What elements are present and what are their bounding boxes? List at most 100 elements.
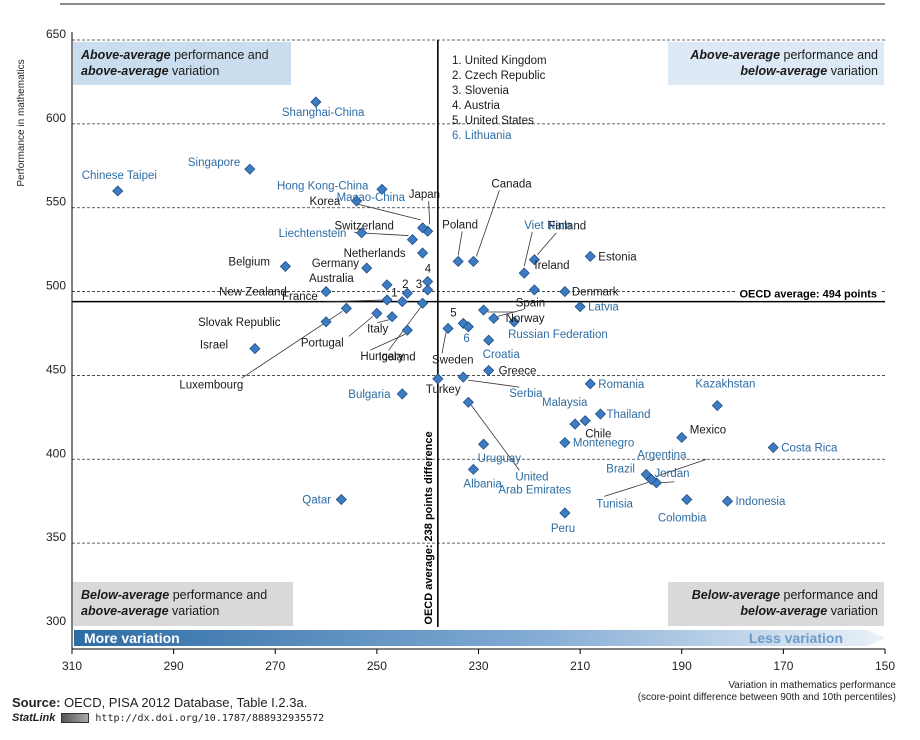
point-marker [595, 409, 605, 419]
oecd-average-hlabel: OECD average: 494 points [739, 289, 877, 301]
point-label: Latvia [588, 302, 619, 314]
point-marker [245, 164, 255, 174]
y-tick-label: 650 [46, 27, 66, 41]
point-marker [341, 303, 351, 313]
y-tick-label: 550 [46, 195, 66, 209]
leader-line [377, 320, 389, 323]
point-label: 4 [425, 264, 432, 276]
oecd-average-lines: OECD average: 494 points OECD average: 23… [72, 40, 885, 627]
less-variation-label: Less variation [749, 630, 843, 646]
point-label: Qatar [302, 495, 331, 507]
point-label: Costa Rica [781, 443, 838, 455]
point-marker [418, 298, 428, 308]
point-marker [479, 305, 489, 315]
point-marker [311, 97, 321, 107]
more-variation-label: More variation [84, 630, 180, 646]
legend-number-item: 4. Austria [452, 100, 501, 112]
point-marker [418, 248, 428, 258]
point-marker [580, 416, 590, 426]
point-marker [560, 287, 570, 297]
leader-line [442, 332, 446, 353]
point-marker [484, 335, 494, 345]
statlink-brand: StatLink [12, 712, 55, 724]
point-marker [585, 379, 595, 389]
point-label: Croatia [483, 349, 521, 361]
point-label: 3 [416, 279, 422, 291]
quadrant-bottom-right-line1: Below-average performance and [692, 588, 878, 602]
point-marker [677, 432, 687, 442]
point-label: Norway [506, 313, 545, 325]
point-marker [458, 372, 468, 382]
point-marker [519, 268, 529, 278]
point-label: Uruguay [478, 453, 522, 465]
point-label: Greece [499, 365, 537, 377]
point-label: Belgium [228, 256, 270, 268]
point-label: Montenegro [573, 438, 634, 450]
point-label: 1 [391, 288, 397, 300]
point-label: Thailand [606, 409, 650, 421]
scatter-chart: Above-average performance andabove-avera… [0, 0, 920, 740]
statlink-url[interactable]: http://dx.doi.org/10.1787/888932935572 [95, 713, 324, 724]
point-label: Romania [598, 379, 645, 391]
point-label: 6 [463, 333, 469, 345]
point-label: Portugal [301, 337, 344, 349]
point-label: Turkey [426, 384, 461, 396]
point-label: Germany [312, 258, 360, 270]
point-label: Luxembourg [179, 379, 243, 391]
point-marker [453, 256, 463, 266]
y-tick-label: 500 [46, 279, 66, 293]
legend-number-item: 3. Slovenia [452, 85, 510, 97]
point-marker [489, 313, 499, 323]
y-tick-label: 400 [46, 446, 66, 460]
point-label: Iceland [379, 351, 416, 363]
point-label: France [282, 291, 318, 303]
quadrant-top-left-line1: Above-average performance and [80, 48, 269, 62]
leader-line [537, 233, 556, 255]
x-tick-label: 250 [367, 659, 387, 673]
leader-line [476, 190, 499, 256]
point-marker [443, 323, 453, 333]
quadrant-bottom-right-line2: below-average variation [740, 604, 878, 618]
point-marker [397, 297, 407, 307]
leader-line [604, 482, 648, 496]
legend-number-item: 2. Czech Republic [452, 70, 546, 82]
y-tick-label: 350 [46, 530, 66, 544]
point-label: Liechtenstein [279, 228, 347, 240]
point-label: Macao-China [337, 192, 406, 204]
x-tick-label: 290 [164, 659, 184, 673]
point-marker [529, 285, 539, 295]
x-tick-label: 150 [875, 659, 895, 673]
y-tick-label: 450 [46, 362, 66, 376]
point-label: Tunisia [596, 498, 633, 510]
point-marker [280, 261, 290, 271]
point-label: Indonesia [735, 496, 785, 508]
point-label: Australia [309, 273, 354, 285]
leader-line [458, 231, 462, 255]
point-label: Russian Federation [508, 329, 608, 341]
point-label: Canada [491, 178, 532, 190]
legend-number-item: 5. United States [452, 115, 534, 127]
point-label: Mexico [690, 424, 726, 436]
leader-line [357, 204, 421, 220]
x-tick-label: 190 [672, 659, 692, 673]
point-label: Albania [463, 478, 502, 490]
point-marker [585, 251, 595, 261]
point-marker [712, 401, 722, 411]
source-note: Source: OECD, PISA 2012 Database, Table … [12, 695, 307, 710]
point-label: Shanghai-China [282, 107, 365, 119]
point-label: Estonia [598, 251, 637, 263]
point-label: New Zealand [219, 287, 287, 299]
point-label: Denmark [572, 287, 619, 299]
x-tick-label: 270 [265, 659, 285, 673]
point-marker [321, 287, 331, 297]
point-label-cont: Arab Emirates [498, 484, 571, 496]
source-label: Source: [12, 695, 60, 710]
point-label: Bulgaria [348, 389, 391, 401]
point-marker [397, 389, 407, 399]
x-axis-title-line: Variation in mathematics performance [728, 680, 896, 691]
point-label: Peru [551, 523, 575, 535]
point-label: Poland [442, 219, 478, 231]
point-label: Hong Kong-China [277, 180, 369, 192]
x-tick-label: 310 [62, 659, 82, 673]
x-tick-label: 210 [570, 659, 590, 673]
